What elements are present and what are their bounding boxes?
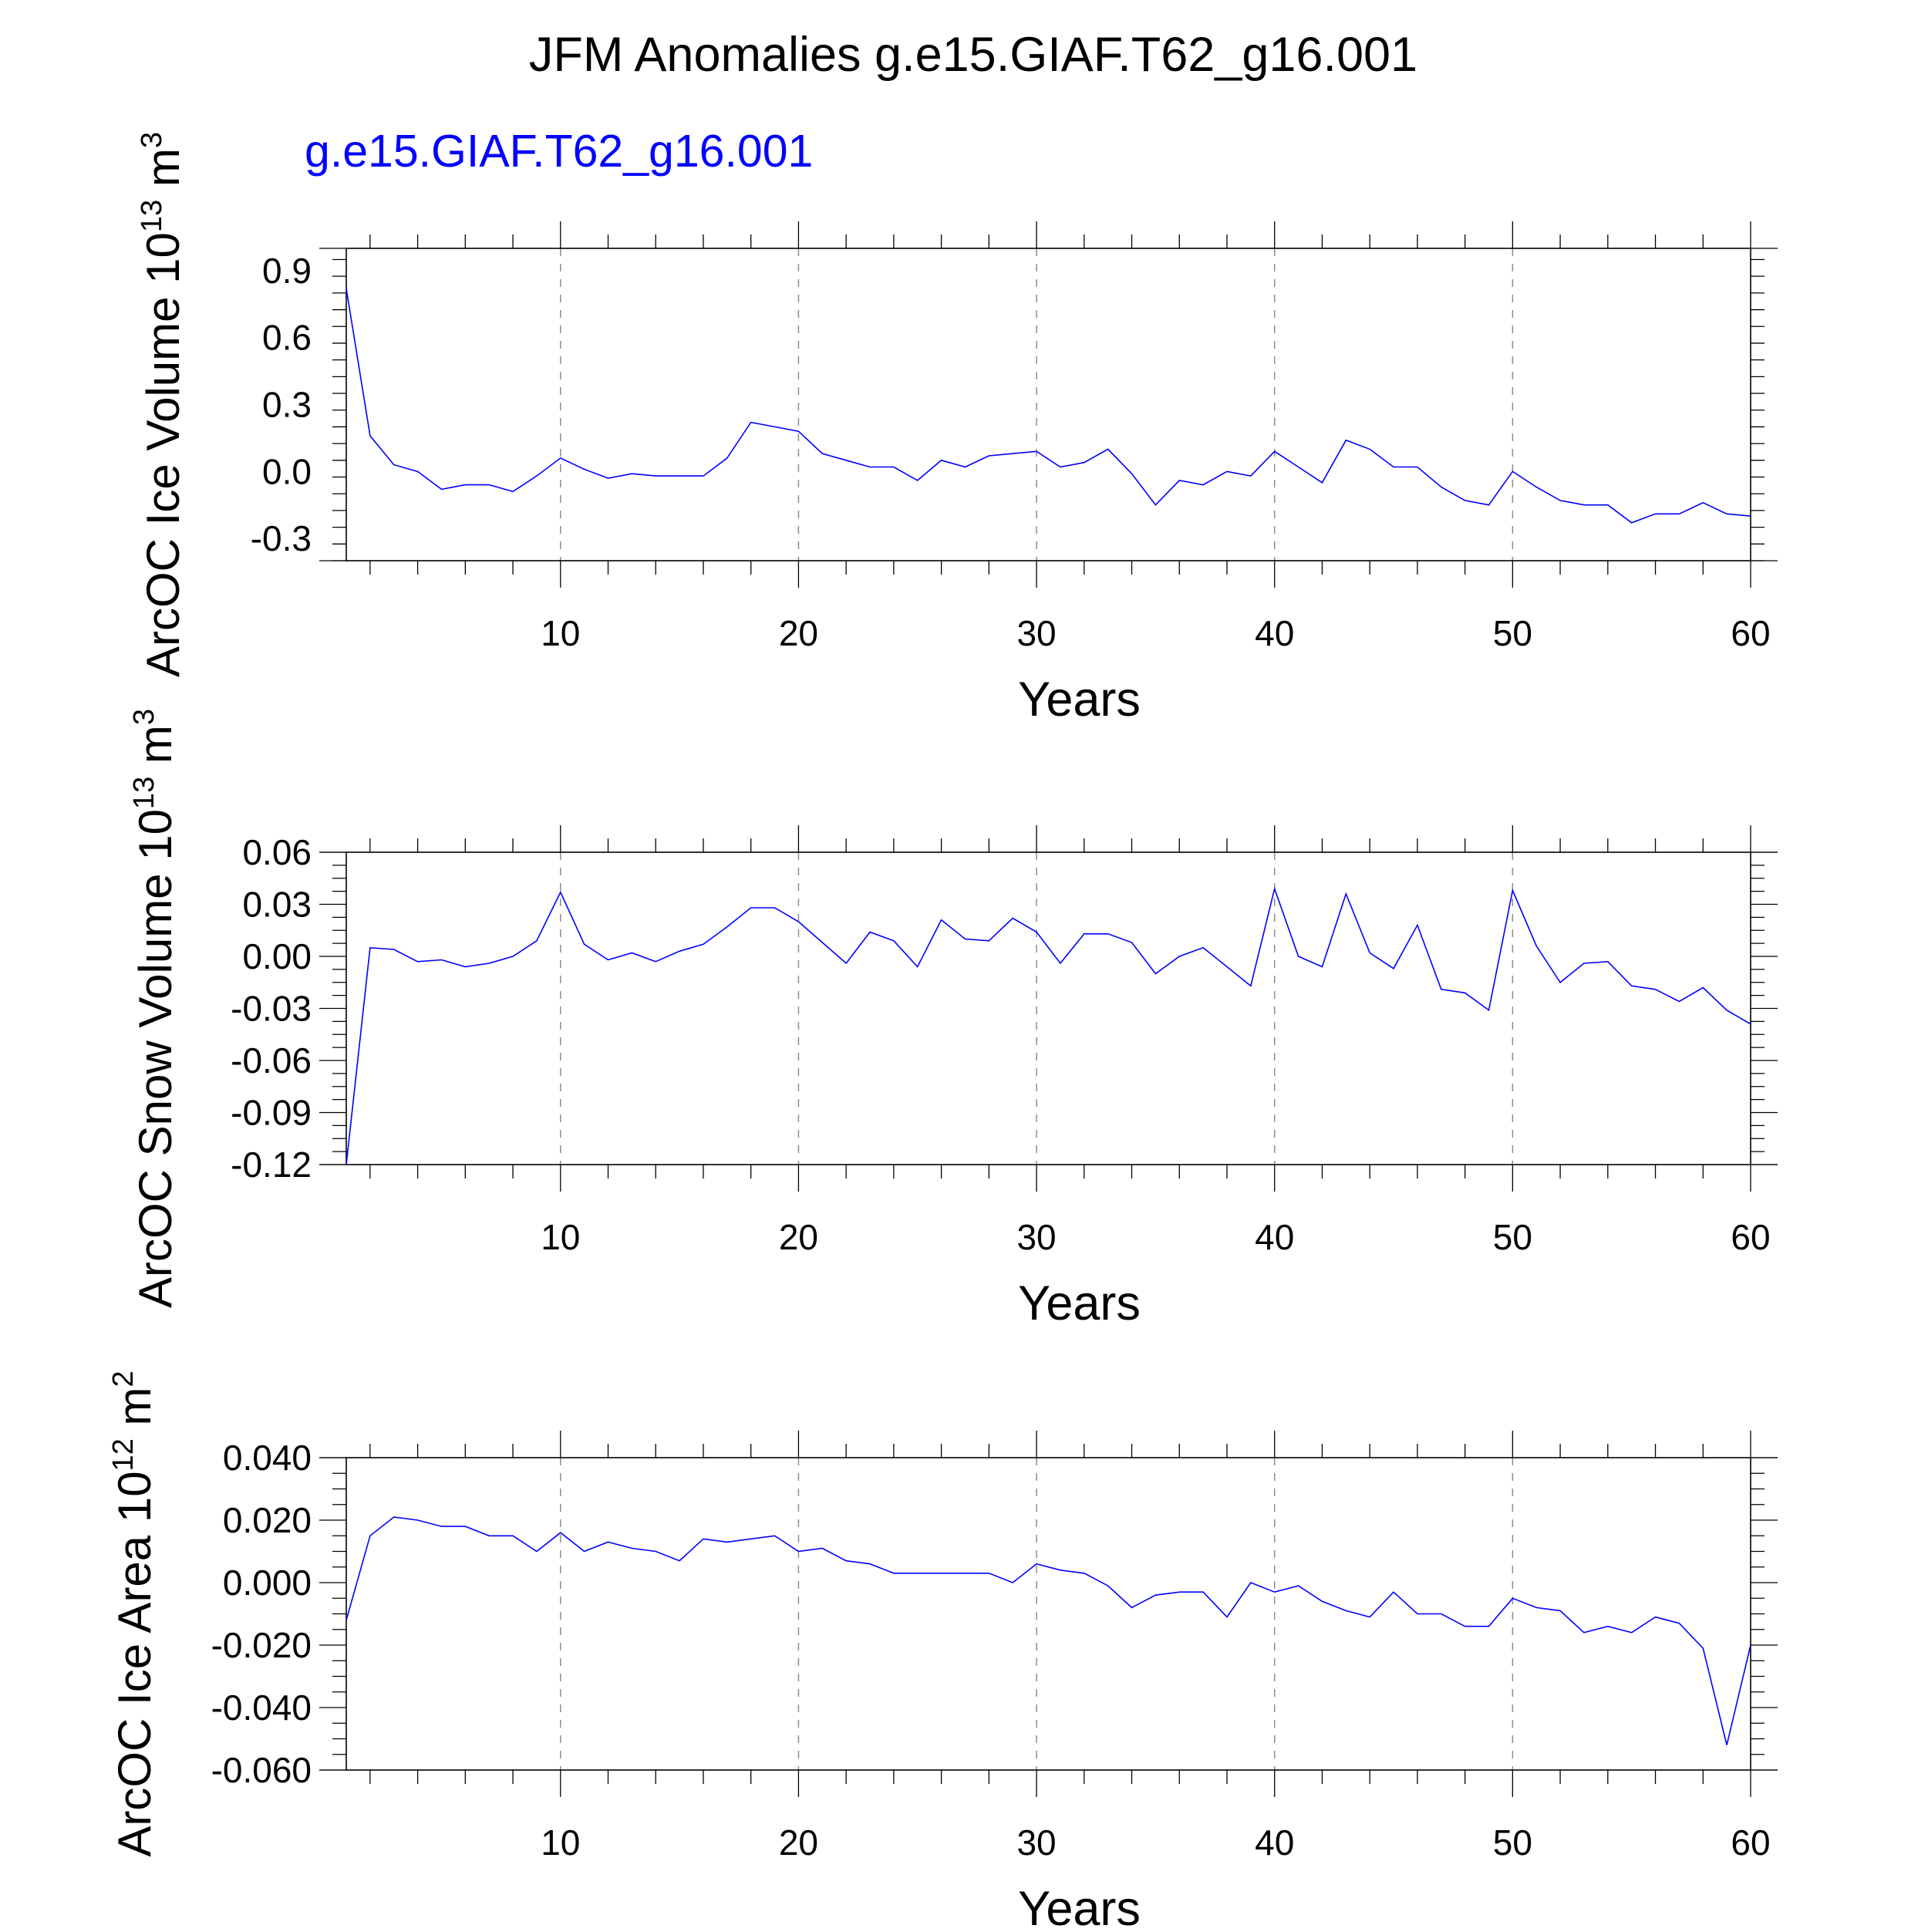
series-line	[345, 886, 1751, 1165]
x-tick-label: 20	[779, 1217, 818, 1257]
x-tick-label: 20	[779, 1822, 818, 1863]
y-axis-label-part: ArcOC Ice Area 10	[109, 1471, 160, 1856]
panel-1: 10 20 30 40 50 60 0.9 0.6 0.3 0.0 -0.3 Years ArcOC I…	[136, 132, 1778, 727]
x-tick-label: 10	[541, 1822, 580, 1863]
x-axis-label: Years	[1018, 673, 1141, 727]
y-tick-label: -0.03	[231, 989, 312, 1029]
x-tick-label: 40	[1255, 613, 1294, 653]
y-tick-label: -0.3	[251, 518, 312, 558]
y-axis-label: ArcOC Ice Volume 1013 m3	[136, 132, 189, 677]
y-tick-label: -0.09	[231, 1093, 312, 1133]
y-axis-label: ArcOC Snow Volume 1013 m3	[128, 709, 181, 1308]
y-tick-label: 0.3	[262, 385, 312, 425]
y-axis-label-superscript: 2	[107, 1371, 140, 1387]
y-axis-label-superscript: 13	[128, 777, 160, 809]
panels: 10 20 30 40 50 60 0.9 0.6 0.3 0.0 -0.3 Years ArcOC I…	[107, 132, 1778, 1932]
x-axis-label: Years	[1018, 1882, 1141, 1928]
y-axis-label-part: m	[130, 725, 181, 777]
x-tick-label: 60	[1731, 1217, 1770, 1257]
y-tick-label: 0.00	[242, 936, 312, 976]
x-tick-label: 10	[541, 613, 580, 653]
y-axis-label-superscript: 3	[128, 709, 160, 725]
x-tick-label: 10	[541, 1217, 580, 1257]
y-tick-label: 0.06	[242, 832, 312, 872]
y-tick-label: 0.020	[223, 1500, 312, 1540]
y-axis-label-part: ArcOC Ice Volume 10	[137, 232, 189, 677]
x-tick-label: 20	[779, 613, 818, 653]
y-axis-label-part: m	[109, 1387, 160, 1438]
panel-3: 10 20 30 40 50 60 0.040 0.020 0.000 -0.020 -0.040 -…	[107, 1371, 1778, 1932]
x-tick-label: 60	[1731, 613, 1770, 653]
y-tick-label: 0.03	[242, 885, 312, 925]
y-axis-label-part: m	[137, 148, 189, 200]
x-tick-label: 30	[1016, 1822, 1056, 1863]
y-tick-label: -0.12	[231, 1145, 312, 1185]
panel-2: 10 20 30 40 50 60 0.06 0.03 0.00 -0.03 -0.06 -0.09 -…	[128, 709, 1778, 1330]
y-axis-label-superscript: 3	[136, 132, 168, 148]
x-tick-label: 60	[1731, 1822, 1770, 1863]
run-label: g.e15.GIAF.T62_g16.001	[305, 126, 813, 177]
plot-frame	[345, 1457, 1751, 1771]
y-tick-label: 0.040	[223, 1438, 312, 1478]
y-tick-label: -0.020	[211, 1625, 312, 1665]
y-axis-label-part: ArcOC Snow Volume 10	[130, 809, 181, 1308]
y-tick-label: -0.060	[211, 1750, 312, 1790]
x-tick-label: 40	[1255, 1217, 1294, 1257]
x-tick-label: 50	[1493, 1822, 1532, 1863]
y-axis-label-superscript: 12	[107, 1438, 140, 1471]
y-axis-label-superscript: 13	[136, 200, 168, 232]
x-tick-label: 30	[1016, 613, 1056, 653]
x-tick-label: 40	[1255, 1822, 1294, 1863]
series-line	[345, 1516, 1751, 1745]
y-tick-label: 0.6	[262, 318, 312, 358]
y-tick-label: -0.06	[231, 1040, 312, 1081]
x-axis-label: Years	[1018, 1276, 1141, 1330]
x-tick-label: 30	[1016, 1217, 1056, 1257]
series-line	[345, 288, 1751, 524]
y-axis-label: ArcOC Ice Area 1012 m2	[107, 1371, 160, 1856]
y-tick-label: -0.040	[211, 1688, 312, 1728]
y-tick-label: 0.000	[223, 1563, 312, 1603]
y-tick-label: 0.0	[262, 451, 312, 491]
y-tick-label: 0.9	[262, 251, 312, 291]
x-tick-label: 50	[1493, 1217, 1532, 1257]
plot-frame	[345, 248, 1751, 561]
x-tick-label: 50	[1493, 613, 1532, 653]
figure-title: JFM Anomalies g.e15.GIAF.T62_g16.001	[529, 28, 1417, 82]
